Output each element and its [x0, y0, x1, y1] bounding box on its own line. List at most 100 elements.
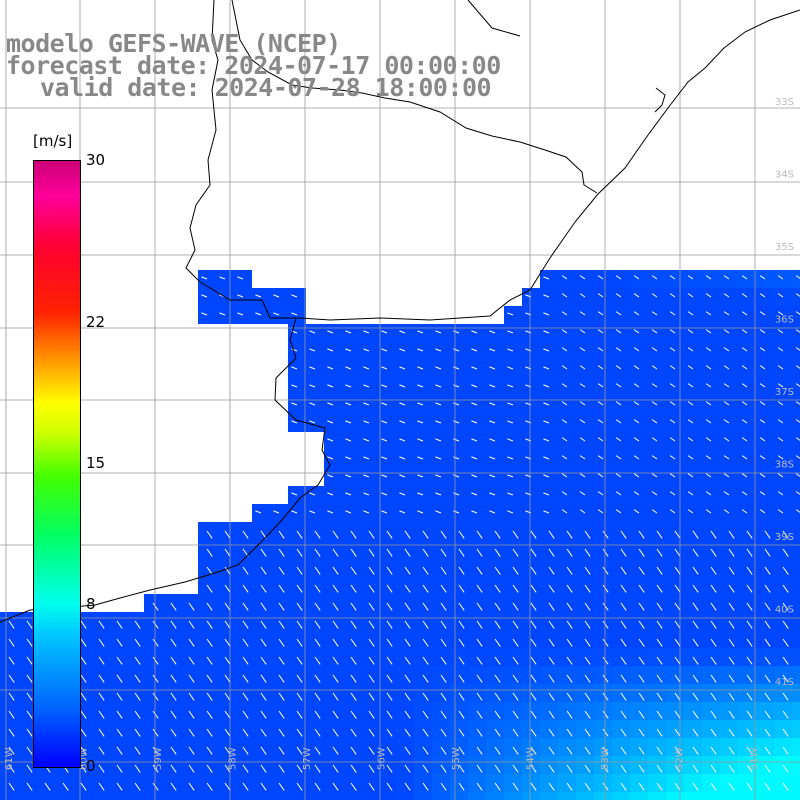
wind-arrow — [543, 420, 550, 424]
wind-arrow — [777, 383, 784, 388]
wind-arrow — [764, 782, 771, 791]
wind-arrow — [602, 584, 609, 593]
wind-arrow — [782, 584, 789, 593]
wind-arrow — [548, 728, 555, 737]
wind-arrow — [453, 510, 460, 514]
wind-arrow — [291, 492, 298, 496]
wind-arrow — [453, 348, 460, 352]
wind-cell — [684, 792, 702, 800]
coastline-detail — [231, 0, 598, 194]
wind-cell — [504, 792, 522, 800]
wind-arrow — [345, 456, 352, 460]
wind-arrow — [669, 365, 676, 370]
wind-arrow — [669, 509, 676, 514]
wind-arrow — [579, 365, 586, 370]
wind-cell — [360, 792, 378, 800]
wind-arrow — [440, 530, 447, 539]
wind-arrow — [422, 710, 429, 719]
wind-arrow — [615, 491, 622, 496]
wind-arrow — [638, 584, 645, 593]
wind-arrow — [687, 275, 694, 280]
wind-arrow — [278, 620, 285, 629]
wind-arrow — [633, 455, 640, 460]
wind-arrow — [386, 656, 393, 665]
wind-arrow — [579, 437, 586, 442]
wind-arrow — [260, 548, 267, 557]
wind-arrow — [530, 746, 537, 755]
wind-arrow — [435, 492, 442, 496]
wind-arrow — [561, 509, 568, 514]
wind-arrow — [489, 456, 496, 460]
wind-arrow — [795, 419, 800, 423]
wind-arrow — [710, 584, 717, 593]
wind-arrow — [291, 348, 298, 352]
wind-arrow — [260, 638, 267, 647]
wind-cell — [54, 792, 72, 800]
wind-arrow — [710, 602, 717, 611]
wind-arrow — [386, 602, 393, 611]
wind-arrow — [332, 638, 339, 647]
wind-arrow — [638, 548, 645, 557]
wind-arrow — [705, 491, 712, 496]
wind-arrow — [381, 438, 388, 442]
wind-arrow — [363, 456, 370, 460]
wind-arrow — [512, 566, 519, 575]
wind-cell — [666, 792, 684, 800]
wind-arrow — [597, 455, 604, 460]
wind-arrow — [512, 764, 519, 773]
wind-arrow — [404, 782, 411, 791]
wind-arrow — [741, 437, 748, 442]
wind-arrow — [26, 728, 33, 737]
wind-arrow — [278, 584, 285, 593]
valid-date: valid date: 2024-07-28 18:00:00 — [40, 73, 492, 102]
wind-arrow — [638, 710, 645, 719]
wind-cell — [522, 792, 540, 800]
wind-arrow — [674, 638, 681, 647]
wind-arrow — [687, 509, 694, 514]
wind-arrow — [633, 437, 640, 442]
wind-arrow — [669, 455, 676, 460]
wind-arrow — [458, 548, 465, 557]
wind-arrow — [296, 566, 303, 575]
wind-arrow — [440, 710, 447, 719]
wind-arrow — [656, 602, 663, 611]
wind-arrow — [296, 674, 303, 683]
wind-arrow — [80, 764, 87, 773]
wind-arrow — [777, 509, 784, 514]
wind-arrow — [759, 347, 766, 352]
wind-arrow — [386, 782, 393, 791]
wind-arrow — [723, 347, 730, 352]
wind-arrow — [795, 311, 800, 315]
wind-arrow — [170, 674, 177, 683]
wind-arrow — [530, 548, 537, 557]
wind-arrow — [399, 492, 406, 496]
wind-arrow — [759, 311, 766, 316]
wind-arrow — [566, 548, 573, 557]
wind-arrow — [260, 584, 267, 593]
wind-arrow — [368, 620, 375, 629]
wind-arrow — [597, 473, 604, 478]
wind-arrow — [620, 584, 627, 593]
wind-arrow — [368, 584, 375, 593]
wind-arrow — [746, 602, 753, 611]
wind-arrow — [314, 620, 321, 629]
wind-arrow — [242, 746, 249, 755]
wind-arrow — [620, 764, 627, 773]
wind-arrow — [458, 566, 465, 575]
wind-arrow — [548, 692, 555, 701]
wind-arrow — [705, 455, 712, 460]
wind-arrow — [80, 710, 87, 719]
wind-arrow — [350, 584, 357, 593]
wind-arrow — [530, 566, 537, 575]
wind-arrow — [710, 620, 717, 629]
lat-label: 39S — [775, 532, 794, 543]
wind-arrow — [512, 638, 519, 647]
wind-arrow — [476, 710, 483, 719]
wind-cell — [792, 432, 800, 450]
wind-arrow — [620, 566, 627, 575]
wind-arrow — [764, 710, 771, 719]
wind-arrow — [764, 548, 771, 557]
wind-arrow — [656, 746, 663, 755]
wind-arrow — [710, 746, 717, 755]
